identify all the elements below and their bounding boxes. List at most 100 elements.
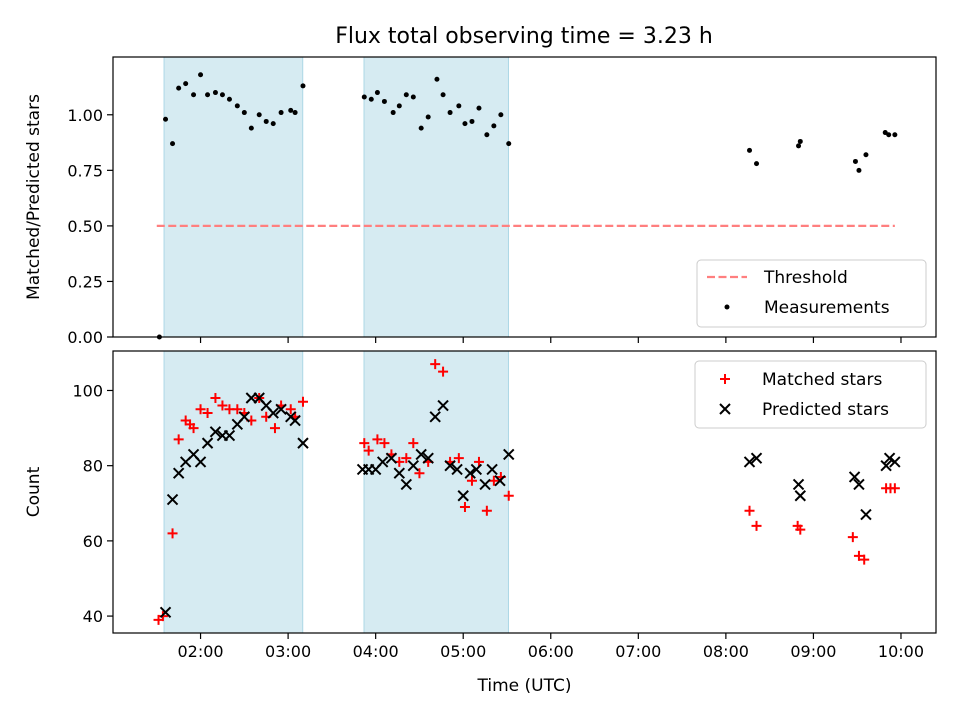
legend-predicted-label: Predicted stars xyxy=(762,400,889,420)
predicted-star-point xyxy=(238,411,251,423)
predicted-star-point xyxy=(503,448,515,461)
predicted-star-point xyxy=(750,452,763,464)
predicted-star-point xyxy=(297,437,309,449)
measurement-point xyxy=(278,110,284,116)
shaded-interval xyxy=(363,56,509,338)
legend-box xyxy=(696,259,927,328)
predicted-star-point xyxy=(494,475,506,487)
measurement-point xyxy=(747,147,753,153)
measurement-point xyxy=(368,96,374,102)
measurement-point xyxy=(219,92,225,98)
matched-star-point xyxy=(751,520,762,531)
count-panel: 40 60 80 100 02:00 03:00 04:00 05:00 06:00 07:00 0… xyxy=(24,350,937,696)
measurement-point xyxy=(892,132,898,138)
x-tick-label: 07:00 xyxy=(615,642,661,661)
measurement-point xyxy=(410,94,416,100)
measurement-point xyxy=(198,72,204,78)
predicted-star-point xyxy=(792,478,805,491)
x-tick-label: 03:00 xyxy=(265,642,311,661)
matched-star-point xyxy=(379,438,390,449)
predicted-star-point xyxy=(166,493,179,506)
x-tick-label: 06:00 xyxy=(528,642,574,661)
predicted-star-point xyxy=(848,471,861,483)
measurement-point xyxy=(506,141,512,147)
matched-star-point xyxy=(269,423,280,434)
matched-star-point xyxy=(473,456,484,467)
measurement-point xyxy=(886,132,892,138)
predicted-star-point xyxy=(451,463,463,476)
matched-star-point xyxy=(795,524,806,535)
predicted-star-point xyxy=(479,478,491,491)
predicted-star-point xyxy=(794,490,807,502)
measurement-point xyxy=(390,110,396,116)
matched-star-point xyxy=(744,505,755,516)
matched-star-point xyxy=(372,434,383,445)
y-tick-label: 0.50 xyxy=(67,217,103,236)
measurement-point xyxy=(234,103,240,109)
predicted-star-point xyxy=(275,403,287,415)
matched-star-point xyxy=(853,550,864,561)
y-tick-label: 40 xyxy=(83,607,103,626)
matched-star-point xyxy=(453,453,464,464)
matched-star-point xyxy=(202,408,213,419)
measurement-point xyxy=(476,105,482,111)
measurement-point xyxy=(212,90,218,96)
matched-star-point xyxy=(210,393,221,403)
matched-star-point xyxy=(847,532,858,543)
y-axis-label: Matched/Predicted stars xyxy=(24,94,44,300)
y-tick-label: 80 xyxy=(83,457,103,476)
measurement-point xyxy=(396,103,402,109)
measurement-point xyxy=(796,143,802,149)
predicted-star-point xyxy=(415,448,427,461)
predicted-star-point xyxy=(209,426,222,438)
measurement-point xyxy=(498,112,504,118)
predicted-star-point xyxy=(194,456,207,468)
matched-star-point xyxy=(232,404,243,415)
x-tick-label: 09:00 xyxy=(790,642,836,661)
y-tick-label: 0.25 xyxy=(67,272,103,291)
legend-threshold-label: Threshold xyxy=(763,268,848,288)
measurement-point xyxy=(381,98,387,104)
shaded-interval xyxy=(163,350,304,634)
matched-star-point xyxy=(217,400,228,411)
ratio-panel: 0.00 0.25 0.50 0.75 1.00 Matched/Predicted st… xyxy=(24,56,937,347)
measurement-point xyxy=(361,94,367,100)
matched-star-point xyxy=(438,366,449,377)
y-tick-label: 1.00 xyxy=(67,106,103,125)
legend-box xyxy=(694,360,927,429)
shaded-interval xyxy=(363,350,509,634)
measurement-point xyxy=(270,121,276,127)
measurement-point xyxy=(300,83,306,89)
measurement-point xyxy=(263,118,269,124)
x-tick-label: 04:00 xyxy=(353,642,399,661)
predicted-star-point xyxy=(289,414,301,427)
measurement-point xyxy=(191,92,197,98)
matched-star-point xyxy=(889,483,900,494)
legend-matched-label: Matched stars xyxy=(762,370,882,390)
predicted-star-point xyxy=(883,452,896,464)
measurement-point xyxy=(852,158,858,164)
predicted-star-point xyxy=(470,463,483,476)
predicted-star-point xyxy=(457,490,469,502)
measurement-point xyxy=(754,161,760,167)
predicted-star-point xyxy=(201,437,214,449)
measurement-point xyxy=(456,103,462,109)
measurement-point xyxy=(183,81,189,87)
measurement-point xyxy=(163,116,169,122)
matched-star-point xyxy=(188,423,199,434)
plot-frame xyxy=(112,350,937,634)
matched-star-point xyxy=(167,528,178,539)
measurement-point xyxy=(256,112,262,118)
predicted-star-point xyxy=(159,606,172,619)
predicted-star-point xyxy=(376,456,389,468)
predicted-star-point xyxy=(267,407,279,419)
matched-star-point xyxy=(363,445,374,456)
measurement-point xyxy=(292,110,298,116)
predicted-star-point xyxy=(422,452,434,464)
predicted-star-point xyxy=(407,459,420,472)
shaded-interval xyxy=(163,56,304,338)
measurement-point xyxy=(440,92,446,98)
matched-star-point xyxy=(466,475,477,486)
matched-star-point xyxy=(414,468,425,479)
measurement-point xyxy=(288,107,294,113)
